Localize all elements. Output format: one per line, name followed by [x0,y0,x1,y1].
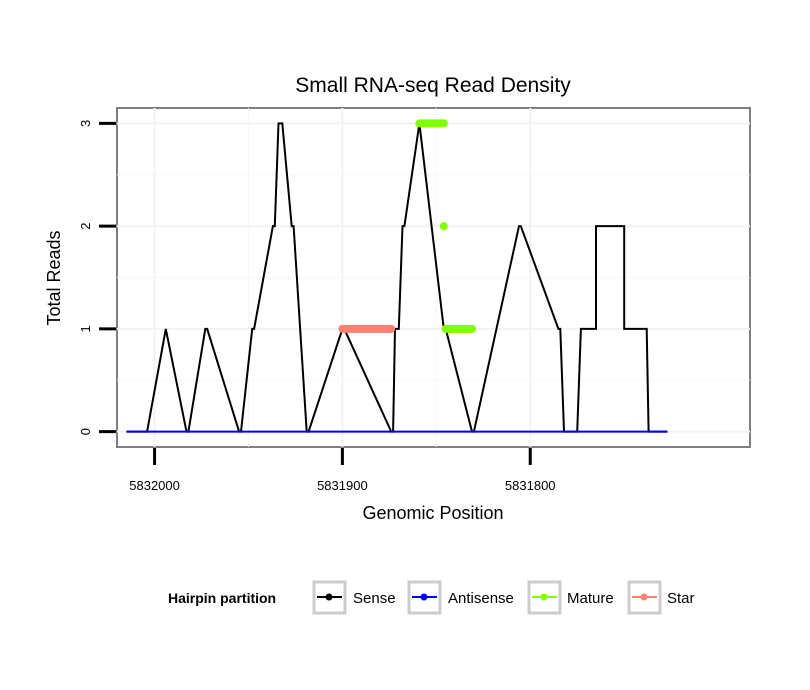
series-point-mature [439,222,448,231]
legend-label: Antisense [448,590,514,607]
legend-label: Sense [353,590,396,607]
legend-key-point [640,593,648,601]
y-tick-label: 2 [78,223,93,230]
legend-title: Hairpin partition [168,590,276,606]
legend-item-star: Star [627,580,695,615]
y-tick-label: 1 [78,325,93,332]
series-layer [126,119,668,433]
x-axis-title: Genomic Position [362,503,503,523]
legend-item-mature: Mature [527,580,614,615]
x-tick-label: 5831800 [505,478,556,493]
legend-key-point [420,593,428,601]
y-tick-label: 0 [78,428,93,435]
x-tick-label: 5831900 [317,478,368,493]
legend-key-point [325,593,333,601]
chart-title: Small RNA-seq Read Density [295,74,571,97]
legend-key-point [540,593,548,601]
legend-label: Star [667,590,695,607]
y-axis-title: Total Reads [44,230,64,325]
y-tick-label: 3 [78,120,93,127]
legend-item-sense: Sense [312,580,396,615]
legend-label: Mature [567,590,614,607]
x-tick-label: 5832000 [129,478,180,493]
y-axis: 0 1 2 3 [78,120,116,435]
legend: Hairpin partition Sense Antisense Mature… [168,580,695,615]
legend-item-antisense: Antisense [407,580,514,615]
x-axis: 5832000 5831900 5831800 [129,448,556,493]
